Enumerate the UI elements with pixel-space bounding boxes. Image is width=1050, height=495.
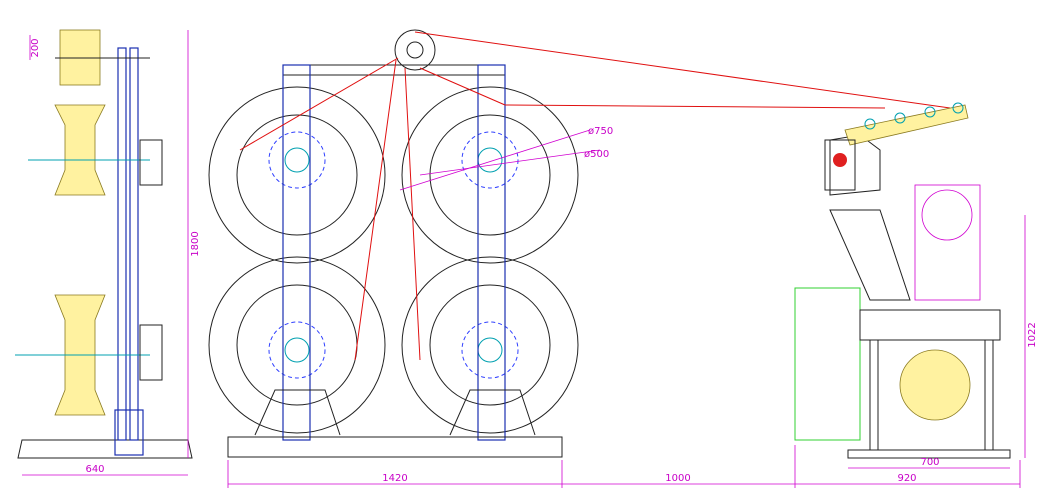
- dim-label: 1420: [382, 473, 407, 484]
- drawing: 200 1800 640 ø750 ø500: [0, 0, 1050, 490]
- dim-label: 640: [85, 464, 104, 475]
- dim-label: ø750: [588, 126, 613, 137]
- dim-label: 920: [897, 473, 916, 484]
- dim-label: 1022: [1027, 322, 1038, 347]
- bottom-dimensions: 1420 1000 920: [228, 445, 1020, 488]
- dim-label: 1000: [665, 473, 690, 484]
- dim-label: 200: [30, 38, 41, 57]
- dim-label: ø500: [584, 149, 609, 160]
- dim-label: 700: [920, 457, 939, 468]
- takeup-machine: 700 1022: [795, 103, 1038, 468]
- payoff-stand: ø750 ø500: [209, 30, 950, 457]
- dim-label: 1800: [190, 231, 201, 256]
- side-view: 200 1800 640: [15, 30, 201, 475]
